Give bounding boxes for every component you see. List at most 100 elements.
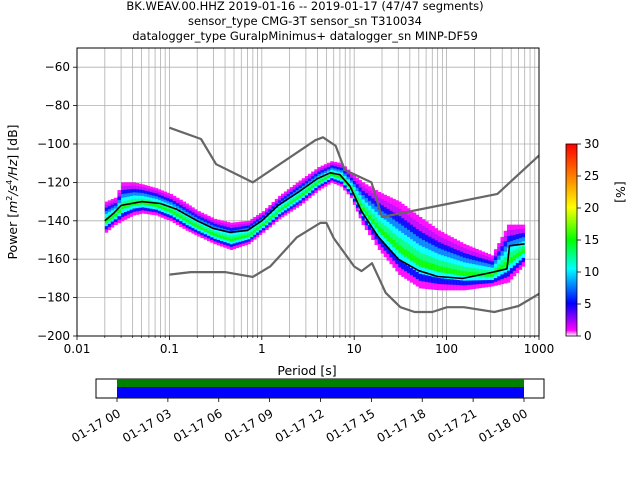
ppsd-density-cell: [383, 207, 387, 214]
ppsd-density-cell: [320, 176, 325, 180]
ppsd-density-cell: [121, 193, 125, 199]
ppsd-density-cell: [462, 248, 467, 254]
ppsd-density-cell: [475, 256, 479, 262]
ppsd-density-cell: [425, 275, 429, 283]
ppsd-density-cell: [456, 250, 461, 256]
colorbar-tick-label: 30: [584, 137, 599, 151]
ppsd-density-cell: [311, 188, 315, 191]
ppsd-density-cell: [428, 275, 432, 283]
ppsd-density-cell: [339, 183, 344, 187]
ppsd-density-cell: [487, 280, 492, 284]
ppsd-density-cell: [330, 176, 334, 179]
ppsd-density-cell: [346, 186, 351, 190]
ppsd-density-cell: [126, 196, 131, 201]
ppsd-density-cell: [364, 220, 369, 226]
ppsd-density-cell: [138, 189, 142, 194]
ppsd-density-cell: [117, 190, 122, 194]
ppsd-density-cell: [146, 197, 151, 201]
ppsd-density-cell: [412, 219, 417, 228]
ppsd-density-cell: [368, 195, 372, 202]
y-axis-ticks: −60 −80 −100 −120 −140 −160 −180 −200: [37, 60, 77, 343]
ppsd-density-cell: [194, 216, 198, 220]
ppsd-density-cell: [443, 267, 448, 274]
ppsd-density-cell: [304, 190, 309, 194]
ppsd-density-cell: [258, 221, 263, 225]
ppsd-density-cell: [349, 182, 354, 186]
ppsd-density-cell: [238, 224, 242, 228]
ppsd-density-cell: [493, 256, 498, 261]
ppsd-density-cell: [418, 273, 423, 282]
ppsd-density-cell: [210, 222, 214, 226]
ppsd-density-cell: [515, 224, 520, 230]
ppsd-density-cell: [258, 223, 263, 227]
ppsd-density-cell: [132, 192, 137, 196]
ppsd-density-cell: [415, 271, 420, 280]
ppsd-density-cell: [289, 191, 294, 195]
ppsd-density-cell: [500, 260, 505, 266]
ppsd-density-cell: [352, 183, 357, 188]
ppsd-density-cell: [185, 225, 189, 229]
ppsd-density-cell: [346, 176, 351, 180]
ppsd-density-cell: [368, 191, 372, 197]
ppsd-density-cell: [155, 209, 159, 213]
timeline-tick-label: 01-17 03: [120, 406, 174, 445]
ppsd-density-cell: [241, 243, 245, 247]
ppsd-density-cell: [308, 176, 312, 179]
ppsd-density-cell: [358, 202, 362, 207]
ppsd-density-cell: [358, 191, 362, 196]
ppsd-density-cell: [280, 198, 285, 202]
ppsd-density-cell: [333, 179, 338, 182]
ppsd-density-cell: [512, 255, 517, 261]
ppsd-density-cell: [392, 253, 396, 261]
ppsd-density-cell: [418, 238, 423, 246]
ppsd-density-cell: [450, 284, 454, 291]
ppsd-density-cell: [250, 221, 254, 224]
ppsd-density-cell: [256, 215, 260, 218]
ppsd-density-cell: [163, 191, 167, 195]
ppsd-density-cell: [219, 240, 224, 244]
ppsd-density-cell: [515, 253, 520, 259]
ppsd-density-cell: [368, 186, 372, 192]
ppsd-density-cell: [200, 217, 205, 221]
ppsd-density-cell: [188, 210, 192, 214]
ppsd-density-cell: [304, 176, 309, 179]
ppsd-density-cell: [358, 214, 362, 219]
colorbar-label: [%]: [613, 181, 628, 203]
ppsd-density-cell: [138, 186, 142, 191]
ppsd-density-cell: [271, 219, 276, 223]
ppsd-density-cell: [206, 238, 211, 242]
ppsd-density-cell: [428, 243, 432, 251]
ppsd-density-cell: [229, 225, 234, 229]
ppsd-density-cell: [509, 251, 514, 258]
ppsd-density-cell: [469, 254, 473, 260]
ppsd-density-cell: [283, 205, 288, 209]
ppsd-density-cell: [110, 218, 115, 222]
ppsd-density-cell: [210, 232, 214, 236]
ppsd-density-cell: [298, 200, 303, 204]
ppsd-density-cell: [191, 225, 195, 229]
ppsd-density-cell: [268, 209, 272, 213]
ppsd-density-cell: [200, 220, 205, 224]
ppsd-density-cell: [509, 262, 514, 269]
ppsd-density-cell: [138, 201, 142, 206]
ppsd-density-cell: [241, 236, 245, 239]
ppsd-density-cell: [283, 203, 288, 207]
ppsd-density-cell: [149, 197, 153, 201]
ppsd-density-cell: [352, 189, 357, 194]
ppsd-density-cell: [226, 232, 231, 236]
ppsd-density-cell: [123, 215, 128, 220]
ppsd-density-cell: [320, 167, 325, 171]
ppsd-density-cell: [274, 214, 279, 218]
ppsd-density-cell: [409, 224, 414, 233]
ppsd-density-cell: [265, 221, 269, 224]
ppsd-density-cell: [160, 214, 165, 218]
ppsd-density-cell: [210, 219, 214, 223]
ppsd-density-cell: [440, 249, 445, 256]
ppsd-density-cell: [129, 202, 134, 207]
ppsd-density-cell: [213, 221, 218, 225]
ppsd-density-cell: [487, 260, 492, 265]
ppsd-density-cell: [437, 248, 442, 255]
ppsd-density-cell: [210, 217, 214, 221]
ppsd-density-cell: [219, 235, 224, 239]
ppsd-density-cell: [126, 214, 131, 219]
